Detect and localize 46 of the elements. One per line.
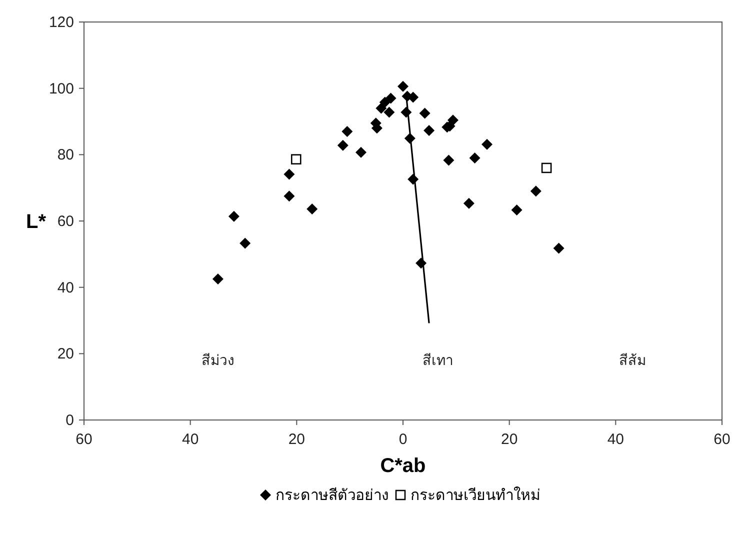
point xyxy=(511,204,522,216)
legend-label: กระดาษสีตัวอย่าง xyxy=(276,487,388,504)
point xyxy=(284,190,295,202)
point xyxy=(530,186,542,197)
point xyxy=(419,108,430,119)
point xyxy=(356,146,366,158)
point xyxy=(337,140,348,151)
point xyxy=(306,204,318,215)
x-axis-title: C*ab xyxy=(380,455,426,477)
annotation: สีม่วง xyxy=(201,352,234,368)
legend-label: กระดาษเวียนทำใหม่ xyxy=(410,486,540,504)
y-tick-label: 100 xyxy=(48,80,74,98)
x-tick-label: 40 xyxy=(182,431,199,448)
x-tick-label: 60 xyxy=(76,431,92,448)
x-tick-label: 60 xyxy=(714,431,730,448)
point xyxy=(447,114,458,126)
point xyxy=(290,154,302,164)
point xyxy=(443,154,454,166)
point xyxy=(342,126,353,137)
x-tick-label: 20 xyxy=(500,431,518,448)
y-tick-label: 120 xyxy=(48,14,74,31)
point xyxy=(228,210,240,222)
point xyxy=(384,106,395,118)
x-tick-label: 20 xyxy=(288,431,306,448)
point xyxy=(553,242,564,254)
x-tick-label: 40 xyxy=(607,431,624,448)
point xyxy=(424,124,435,136)
y-tick-label: 80 xyxy=(57,146,74,164)
annotation: สีส้ม xyxy=(619,352,646,368)
point xyxy=(212,274,224,285)
y-tick-label: 0 xyxy=(66,412,74,429)
point xyxy=(469,152,480,164)
point xyxy=(240,238,251,249)
point xyxy=(284,168,295,180)
point xyxy=(385,92,396,104)
point xyxy=(376,102,387,114)
annotation: สีเทา xyxy=(422,352,454,368)
y-tick-label: 60 xyxy=(57,213,74,230)
y-tick-label: 20 xyxy=(57,346,74,363)
y-axis-title: L* xyxy=(26,211,46,233)
point xyxy=(541,162,552,174)
x-tick-label: 0 xyxy=(398,431,408,448)
point xyxy=(398,80,408,92)
point xyxy=(463,198,474,209)
point xyxy=(482,138,493,150)
y-tick-label: 40 xyxy=(57,279,74,296)
